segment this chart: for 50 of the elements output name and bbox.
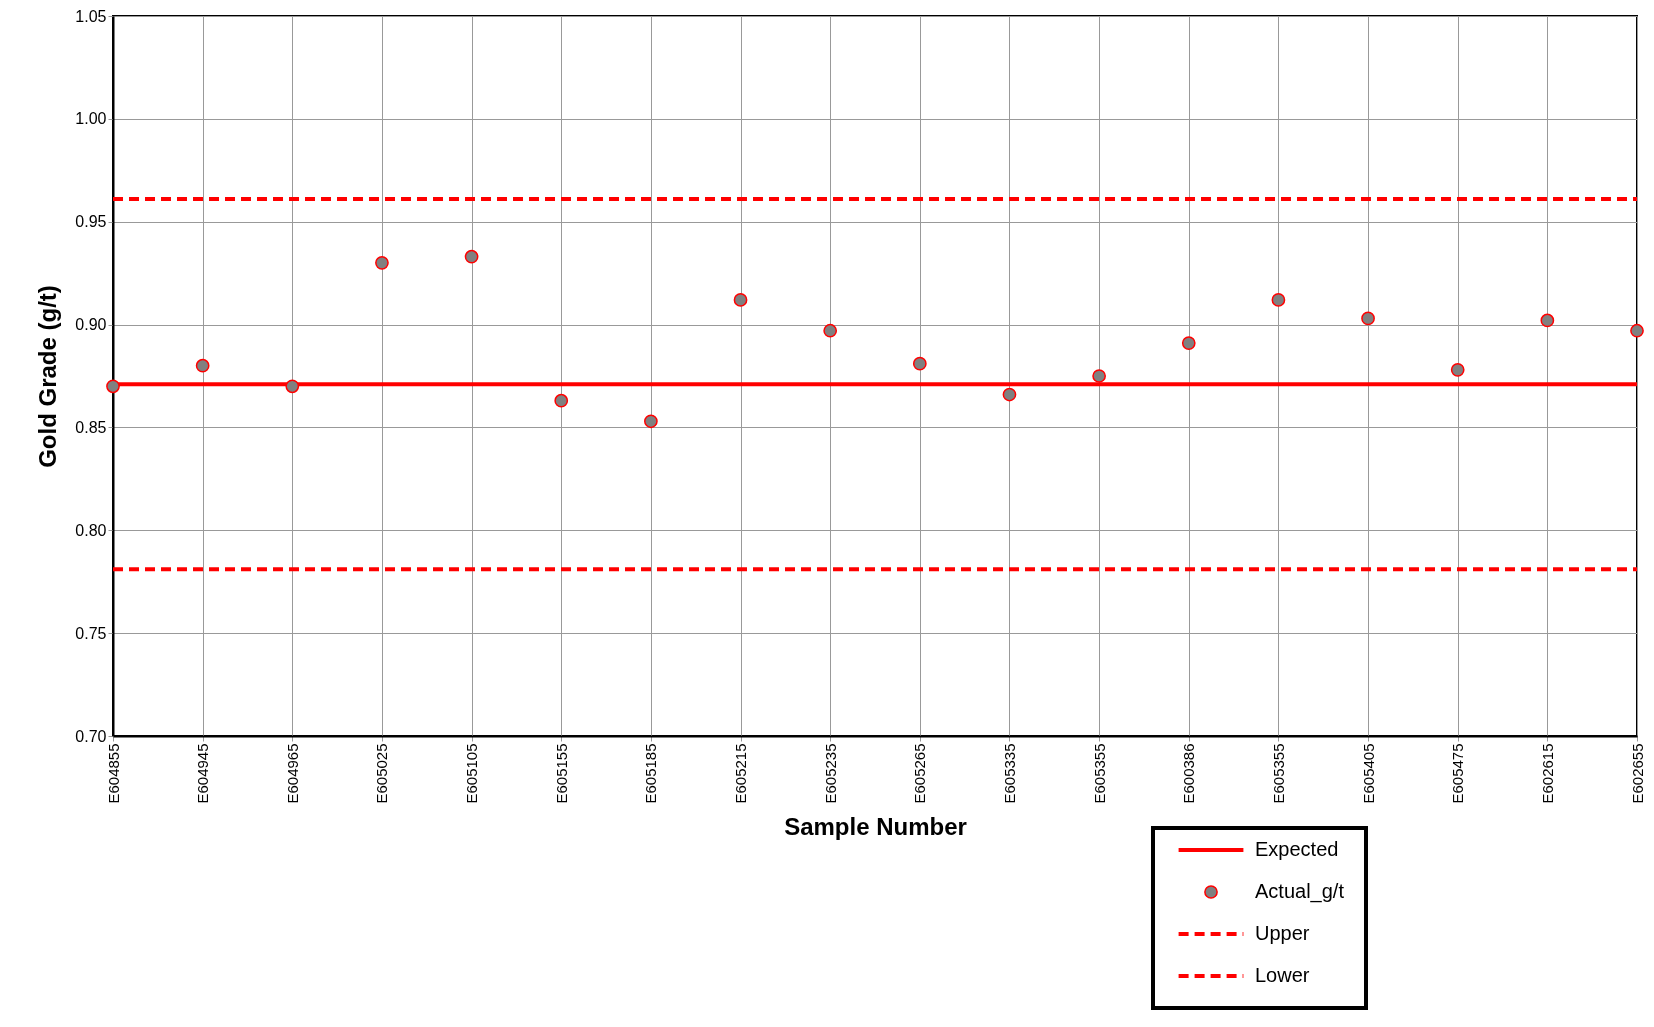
x-tick-label: E605475 <box>1449 743 1467 804</box>
y-tick-label: 1.05 <box>75 7 107 25</box>
x-tick-label: E602655 <box>1628 743 1646 804</box>
point <box>375 256 389 270</box>
y-tick-label: 0.80 <box>75 521 107 539</box>
point <box>1450 362 1465 377</box>
x-tick-label: E605215 <box>732 743 750 804</box>
legend-label: Expected <box>1255 838 1339 860</box>
point <box>823 323 838 338</box>
y-tick-label: 0.70 <box>75 727 107 745</box>
point <box>1271 293 1286 307</box>
point <box>195 358 210 373</box>
y-tick-label: 0.90 <box>75 316 107 334</box>
x-tick-label: E604855 <box>104 743 122 804</box>
x-tick-label: E605405 <box>1359 743 1377 804</box>
legend-label: Actual_g/t <box>1255 880 1345 903</box>
x-tick-label: E604965 <box>283 743 301 804</box>
point <box>554 393 569 408</box>
x-tick-label: E600386 <box>1180 743 1198 804</box>
y-tick-label: 1.00 <box>75 110 107 128</box>
legend-label: Lower <box>1255 964 1310 986</box>
point <box>912 356 927 371</box>
x-tick-label: E605335 <box>1000 743 1018 804</box>
x-tick-label: E605355 <box>1090 743 1108 804</box>
x-tick-label: E605155 <box>552 743 570 804</box>
point <box>1540 313 1555 328</box>
x-tick-label: E602615 <box>1538 743 1556 804</box>
y-tick-label: 0.95 <box>75 213 107 231</box>
point <box>285 379 300 394</box>
point <box>1002 387 1017 402</box>
point <box>1181 336 1196 350</box>
x-tick-label: E605355 <box>1269 743 1287 804</box>
x-axis-title: Sample Number <box>784 812 967 840</box>
point <box>464 249 479 264</box>
x-tick-label: E604945 <box>194 743 212 804</box>
point <box>1630 323 1644 338</box>
point <box>1361 311 1375 326</box>
y-tick-label: 0.85 <box>75 418 107 436</box>
x-tick-label: E605105 <box>463 743 481 804</box>
point <box>733 293 748 307</box>
x-tick-label: E605185 <box>642 743 660 804</box>
x-tick-label: E605265 <box>911 743 929 804</box>
point <box>1092 369 1106 383</box>
point <box>106 379 120 394</box>
point <box>644 414 658 429</box>
y-axis-title: Gold Grade (g/t) <box>34 285 62 468</box>
y-tick-label: 0.75 <box>75 624 107 642</box>
x-tick-label: E605235 <box>821 743 839 804</box>
x-tick-label: E605025 <box>373 743 391 804</box>
legend-label: Upper <box>1255 922 1310 944</box>
